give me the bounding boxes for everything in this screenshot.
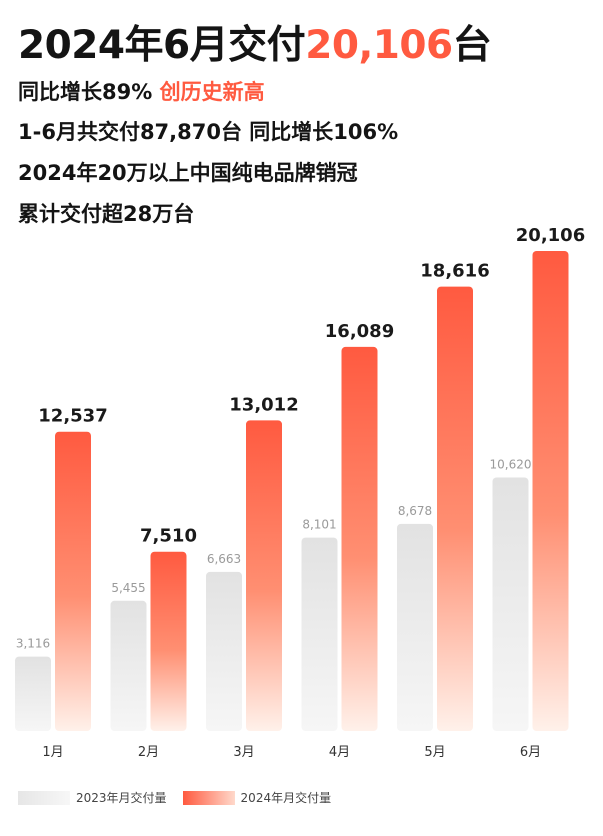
legend-swatch-2023 — [18, 790, 70, 805]
bar-2023-3 — [206, 571, 242, 731]
headline-growth: 同比增长89% 创历史新高 — [18, 76, 265, 106]
record-high-text: 创历史新高 — [159, 80, 265, 104]
bar-2024-5 — [437, 286, 473, 731]
data-label-2023-3: 6,663 — [207, 552, 241, 566]
data-label-2023-1: 3,116 — [16, 637, 50, 651]
chart-legend: 2023年月交付量 2024年月交付量 — [18, 789, 347, 806]
data-label-2023-5: 8,678 — [398, 504, 432, 518]
bar-2023-6 — [492, 477, 529, 731]
page-title: 2024年6月交付20,106台 — [18, 14, 492, 70]
data-label-2024-3: 13,012 — [229, 394, 298, 415]
data-label-2024-1: 12,537 — [38, 406, 107, 427]
bar-2024-6 — [532, 251, 569, 731]
x-tick-label-1: 1月 — [42, 745, 63, 760]
data-label-2024-5: 18,616 — [420, 261, 489, 282]
bar-2023-4 — [301, 537, 338, 731]
title-prefix: 2024年6月交付 — [18, 23, 306, 68]
bar-2023-2 — [110, 600, 147, 731]
x-tick-label-3: 3月 — [233, 745, 254, 760]
headline-h1-total: 1-6月共交付87,870台 同比增长106% — [18, 120, 399, 144]
data-label-2023-4: 8,101 — [302, 518, 336, 532]
legend-item-2023: 2023年月交付量 — [18, 789, 167, 806]
legend-swatch-2024 — [182, 790, 235, 805]
data-label-2023-6: 10,620 — [490, 457, 532, 471]
data-label-2023-2: 5,455 — [111, 581, 145, 595]
growth-text: 同比增长89% — [18, 80, 153, 104]
legend-label-2024: 2024年月交付量 — [240, 791, 332, 805]
bar-2024-4 — [341, 346, 378, 731]
headline-cumulative: 累计交付超28万台 — [18, 202, 195, 226]
title-suffix: 台 — [452, 23, 492, 68]
bar-2024-1 — [55, 431, 91, 731]
legend-item-2024: 2024年月交付量 — [182, 789, 332, 806]
data-label-2024-6: 20,106 — [516, 225, 585, 246]
headline-brand-rank: 2024年20万以上中国纯电品牌销冠 — [18, 161, 358, 185]
bar-2023-1 — [15, 656, 51, 731]
legend-label-2023: 2023年月交付量 — [76, 791, 167, 805]
x-tick-label-2: 2月 — [138, 745, 159, 760]
bar-2023-5 — [397, 523, 433, 731]
data-label-2024-2: 7,510 — [140, 526, 197, 547]
x-tick-label-5: 5月 — [424, 745, 445, 760]
x-tick-label-6: 6月 — [520, 745, 541, 760]
title-highlight-number: 20,106 — [305, 23, 453, 68]
data-label-2024-4: 16,089 — [325, 321, 394, 342]
x-tick-label-4: 4月 — [329, 745, 350, 760]
bar-2024-2 — [150, 551, 187, 731]
bar-2024-3 — [246, 420, 282, 731]
